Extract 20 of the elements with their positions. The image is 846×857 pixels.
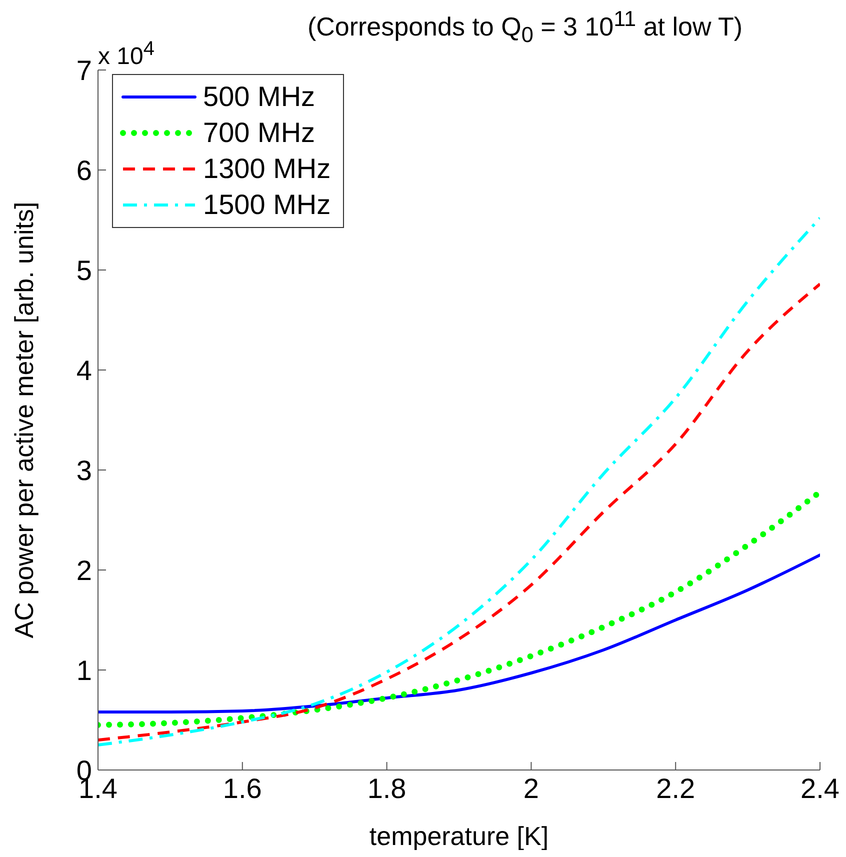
chart-title: (Corresponds to Q$_{0}$ = 3 10$^{11}$ at low T) — [306, 6, 744, 48]
x-tick-label: 1.8 — [367, 772, 406, 804]
legend-label: 1300 MHz — [203, 153, 331, 185]
x-tick-label: 2 — [523, 772, 539, 804]
y-tick-label: 6 — [76, 154, 92, 186]
x-tick-label: 1.6 — [222, 772, 262, 804]
legend-label: 1500 MHz — [203, 189, 331, 221]
legend-label: 500 MHz — [203, 81, 316, 113]
x-tick-label: 2.4 — [800, 772, 840, 804]
x-tick-label: 2.2 — [656, 772, 696, 804]
y-tick-label: 4 — [76, 354, 92, 386]
line-series — [98, 554, 820, 714]
y-tick-label: 7 — [76, 54, 92, 86]
y-tick-label: 3 — [76, 454, 92, 486]
y-tick-label: 5 — [76, 254, 92, 286]
annotation: x 10$^{4}$ — [98, 38, 154, 71]
legend-label: 700 MHz — [203, 117, 316, 149]
y-tick-label: 2 — [76, 554, 92, 586]
y-tick-label: 1 — [76, 654, 92, 686]
y-axis-title: AC power per active meter [arb. units] — [9, 202, 40, 638]
